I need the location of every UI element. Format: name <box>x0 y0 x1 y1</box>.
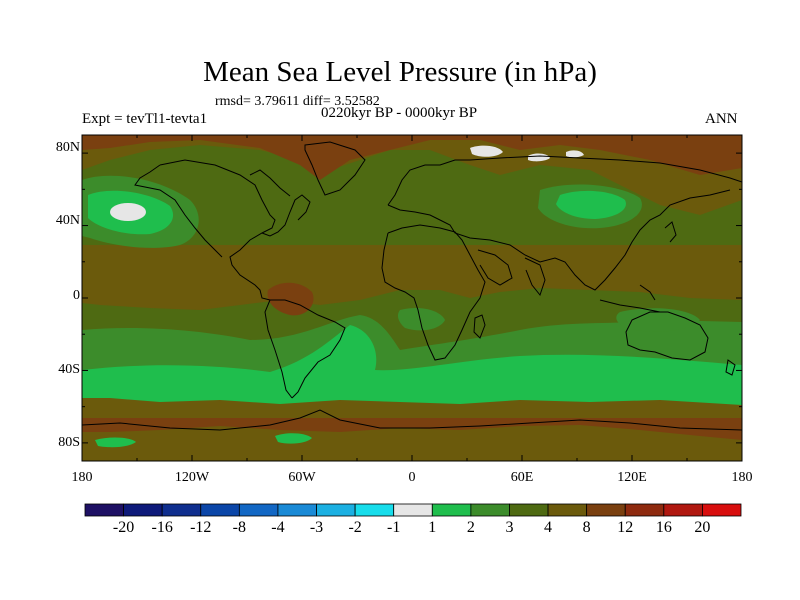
colorbar-label: 1 <box>428 519 437 536</box>
coastlines <box>82 141 742 431</box>
x-tick-label: 60E <box>510 470 534 485</box>
low-anomaly-region <box>397 308 445 331</box>
colorbar-label: 12 <box>617 519 634 536</box>
colorbar-swatch <box>393 503 433 517</box>
colorbar-swatch <box>663 503 703 517</box>
y-tick-label: 80S <box>58 435 80 450</box>
x-tick-label: 120W <box>174 470 210 485</box>
low-anomaly-region <box>82 325 742 405</box>
colorbar-swatch <box>161 503 202 517</box>
colorbar-label: -12 <box>190 519 212 536</box>
colorbar-label: 8 <box>582 519 591 536</box>
colorbar-label: -4 <box>271 519 285 536</box>
colorbar-label: -20 <box>112 519 135 536</box>
colorbar-swatch <box>123 503 163 517</box>
colorbar-label: 4 <box>544 519 553 536</box>
colorbar-swatch <box>431 503 472 517</box>
low-anomaly-region <box>616 308 700 332</box>
high-anomaly-region <box>82 245 742 310</box>
y-tick-label: 0 <box>73 288 80 303</box>
low-anomaly-region <box>110 203 146 221</box>
colorbar-swatch <box>547 503 588 517</box>
colorbar-label: 2 <box>466 519 475 536</box>
low-anomaly-region <box>275 433 312 444</box>
colorbar-label: 3 <box>505 519 514 536</box>
y-tick-label: 40N <box>55 213 80 228</box>
high-anomaly-region <box>82 135 742 180</box>
season-label: ANN <box>705 111 738 127</box>
axis-ticks <box>81 135 743 461</box>
colorbar-swatch <box>84 503 124 517</box>
x-tick-label: 180 <box>71 470 93 485</box>
colorbar-swatch <box>470 503 510 517</box>
y-tick-label: 40S <box>58 362 80 377</box>
colorbar-swatch <box>702 503 742 517</box>
colorbar-swatch <box>509 503 549 517</box>
near-zero-region <box>566 150 584 158</box>
colorbar-label: -2 <box>348 519 362 536</box>
colorbar-label: 16 <box>655 519 672 536</box>
high-anomaly-region <box>267 282 314 316</box>
map-title: Mean Sea Level Pressure (in hPa) <box>203 56 597 88</box>
low-anomaly-region <box>556 190 626 219</box>
x-tick-label: 60W <box>288 470 316 485</box>
colorbar-label: -16 <box>151 519 173 536</box>
colorbar-swatch <box>586 503 626 517</box>
experiment-label: Expt = tevTl1-tevta1 <box>82 111 208 127</box>
colorbar-swatch <box>200 503 240 517</box>
near-zero-region <box>470 145 503 157</box>
subtitle: 0220kyr BP - 0000kyr BP <box>321 105 478 121</box>
colorbar <box>84 503 742 517</box>
colorbar-swatch <box>277 503 317 517</box>
stats-text: rmsd= 3.79611 diff= 3.52582 <box>215 94 380 109</box>
y-tick-label: 80N <box>55 140 80 155</box>
colorbar-label: 20 <box>694 519 711 536</box>
colorbar-swatch <box>316 503 356 517</box>
near-zero-region <box>528 153 550 162</box>
colorbar-label: -8 <box>232 519 247 536</box>
x-tick-label: 120E <box>617 470 647 485</box>
x-tick-label: 0 <box>408 470 416 485</box>
pressure-field <box>82 135 742 461</box>
colorbar-swatch <box>354 503 395 517</box>
low-anomaly-region <box>95 437 136 448</box>
colorbar-swatch <box>238 503 279 517</box>
colorbar-label: -1 <box>387 519 401 536</box>
colorbar-swatch <box>624 503 665 517</box>
colorbar-label: -3 <box>309 519 324 536</box>
x-tick-label: 180 <box>731 470 753 485</box>
high-anomaly-region <box>82 418 742 440</box>
